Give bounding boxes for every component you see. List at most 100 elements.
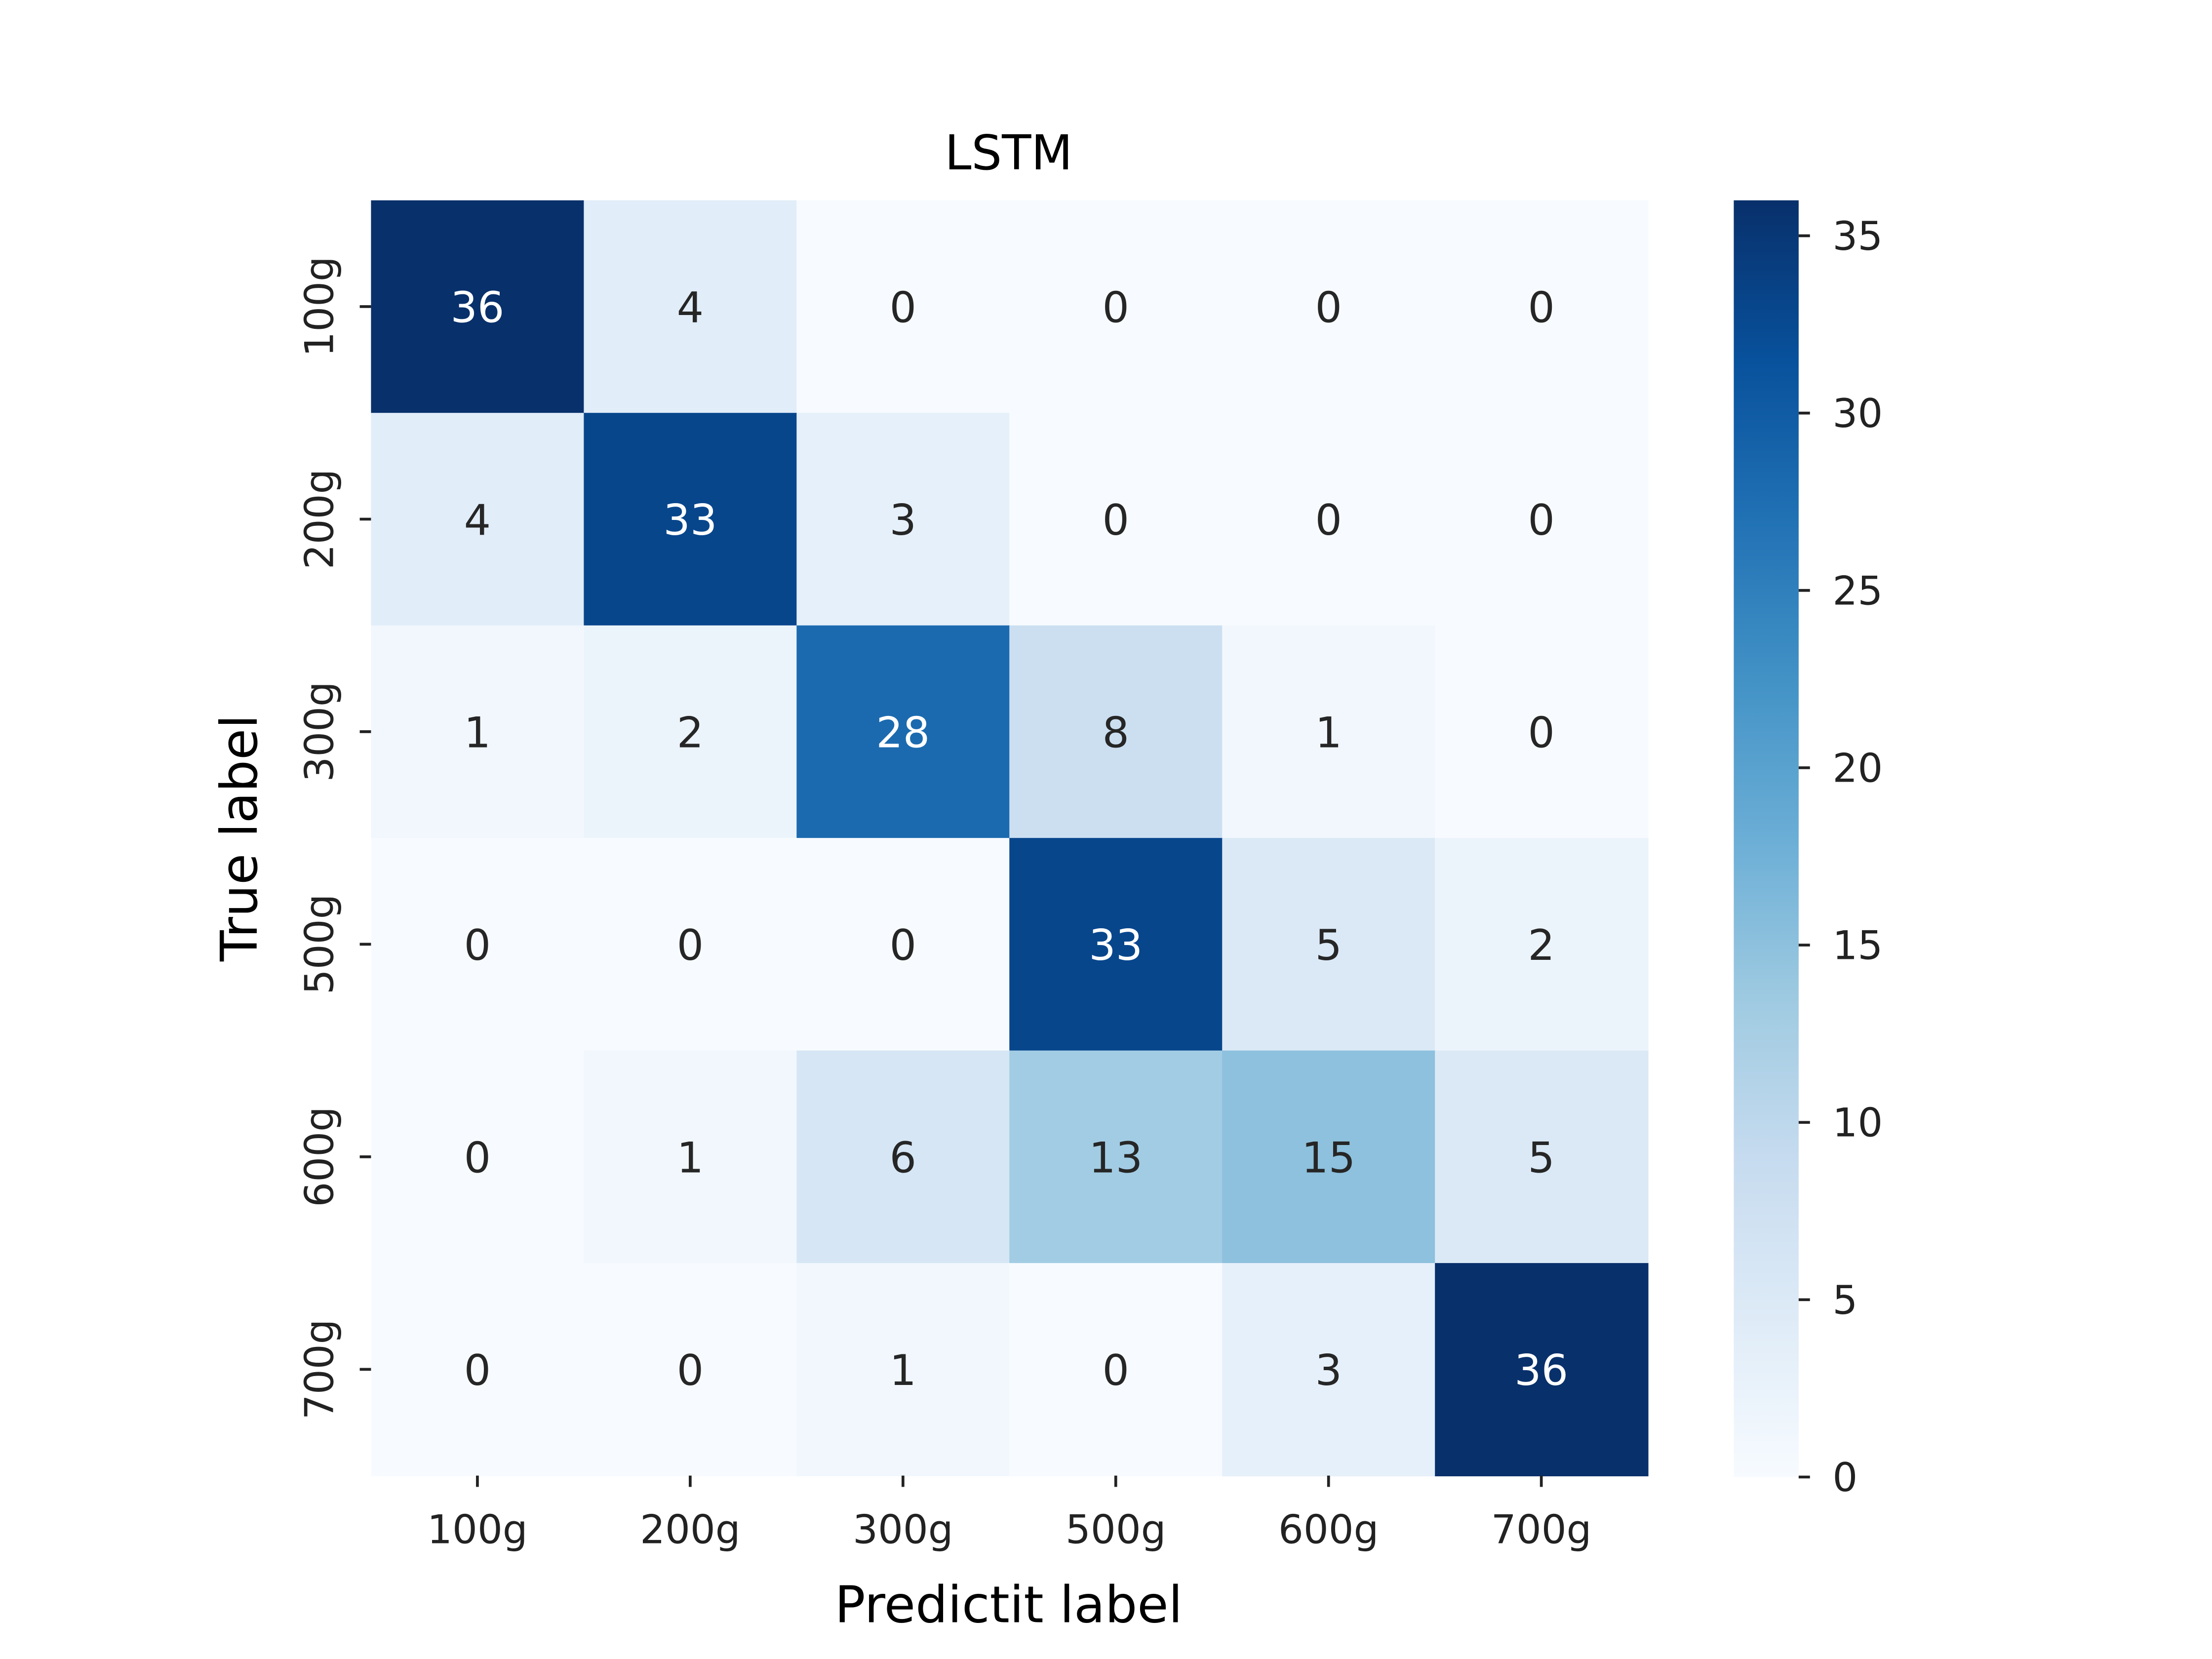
heatmap-cell bbox=[1222, 200, 1436, 414]
x-tick-label: 300g bbox=[853, 1507, 953, 1553]
y-tick-label: 300g bbox=[296, 681, 342, 782]
heatmap-cell bbox=[371, 625, 585, 839]
heatmap-cell bbox=[1435, 413, 1649, 627]
cell-value-label: 0 bbox=[1102, 1346, 1129, 1395]
heatmap-cell bbox=[371, 1050, 585, 1264]
heatmap-cell bbox=[1009, 838, 1223, 1052]
colorbar-tick-label: 0 bbox=[1832, 1455, 1857, 1501]
cell-value-label: 0 bbox=[464, 921, 491, 970]
cell-value-label: 0 bbox=[1528, 708, 1555, 757]
cell-value-label: 0 bbox=[677, 1346, 704, 1395]
heatmap-cell bbox=[584, 413, 797, 627]
cell-value-label: 36 bbox=[1514, 1346, 1568, 1395]
colorbar-tick-label: 20 bbox=[1832, 745, 1883, 791]
heatmap-cell bbox=[1435, 838, 1649, 1052]
heatmap-cell bbox=[1222, 1050, 1436, 1264]
cell-value-label: 33 bbox=[663, 496, 717, 545]
chart-title: LSTM bbox=[945, 125, 1072, 181]
heatmap-cell bbox=[1009, 1263, 1223, 1476]
cell-value-label: 5 bbox=[1528, 1133, 1555, 1183]
cell-value-label: 3 bbox=[1315, 1346, 1342, 1395]
colorbar-tick-label: 35 bbox=[1832, 213, 1883, 259]
cell-value-label: 6 bbox=[890, 1133, 917, 1183]
cell-value-label: 28 bbox=[876, 708, 930, 757]
x-axis-label: Predictit label bbox=[835, 1576, 1183, 1635]
heatmap-cell bbox=[796, 838, 1010, 1052]
heatmap-cell bbox=[1009, 1050, 1223, 1264]
cell-value-label: 36 bbox=[450, 283, 504, 332]
cell-value-label: 3 bbox=[890, 496, 917, 545]
heatmap-cell bbox=[796, 1050, 1010, 1264]
x-tick-label: 500g bbox=[1066, 1507, 1166, 1553]
heatmap-cell bbox=[584, 1050, 797, 1264]
cell-value-label: 2 bbox=[1528, 921, 1555, 970]
y-tick-label: 500g bbox=[296, 894, 342, 994]
heatmap-cell bbox=[796, 413, 1010, 627]
heatmap-cell bbox=[1222, 838, 1436, 1052]
heatmap-cell bbox=[1222, 1263, 1436, 1476]
y-tick-label: 100g bbox=[296, 256, 342, 356]
cell-value-label: 0 bbox=[1102, 496, 1129, 545]
cell-value-label: 13 bbox=[1089, 1133, 1143, 1183]
x-tick-label: 600g bbox=[1278, 1507, 1379, 1553]
heatmap-cell bbox=[1222, 625, 1436, 839]
colorbar-tick-label: 10 bbox=[1832, 1100, 1883, 1146]
heatmap-cell bbox=[371, 413, 585, 627]
colorbar-tick-label: 5 bbox=[1832, 1277, 1857, 1323]
heatmap-cell bbox=[1435, 1263, 1649, 1476]
heatmap-cell bbox=[796, 200, 1010, 414]
cell-value-label: 1 bbox=[1315, 708, 1342, 757]
cell-value-label: 1 bbox=[677, 1133, 704, 1183]
cell-value-label: 2 bbox=[677, 708, 704, 757]
heatmap-cell bbox=[371, 200, 585, 414]
colorbar-ticks: 0 5 10 15 20 25 30 35 bbox=[1798, 213, 1883, 1501]
cell-value-label: 0 bbox=[464, 1133, 491, 1183]
x-tick-label: 100g bbox=[427, 1507, 527, 1553]
heatmap-cell bbox=[796, 625, 1010, 839]
cell-value-label: 1 bbox=[464, 708, 491, 757]
heatmap-cell bbox=[584, 625, 797, 839]
y-axis-label: True label bbox=[210, 714, 269, 962]
x-tick-label: 700g bbox=[1491, 1507, 1591, 1553]
heatmap-cell bbox=[1435, 625, 1649, 839]
cell-value-label: 8 bbox=[1102, 708, 1129, 757]
y-tick-label: 200g bbox=[296, 469, 342, 569]
heatmap-cell bbox=[1435, 1050, 1649, 1264]
heatmap-cell bbox=[584, 200, 797, 414]
x-axis-ticks: 100g 200g 300g 500g 600g 700g bbox=[427, 1475, 1591, 1553]
heatmap-cell bbox=[1222, 413, 1436, 627]
y-axis-ticks: 100g 200g 300g 500g 600g 700g bbox=[296, 256, 371, 1420]
heatmap-cell bbox=[371, 1263, 585, 1476]
y-tick-label: 600g bbox=[296, 1106, 342, 1207]
colorbar bbox=[1734, 200, 1799, 1477]
cell-value-label: 0 bbox=[1528, 283, 1555, 332]
heatmap-cell bbox=[1009, 200, 1223, 414]
cell-value-label: 0 bbox=[890, 921, 917, 970]
cell-value-label: 0 bbox=[677, 921, 704, 970]
cell-value-label: 4 bbox=[464, 496, 491, 545]
cell-value-label: 0 bbox=[1102, 283, 1129, 332]
cell-value-label: 33 bbox=[1089, 921, 1143, 970]
heatmap-cell bbox=[1009, 413, 1223, 627]
colorbar-tick-label: 25 bbox=[1832, 568, 1883, 614]
heatmap-cell bbox=[371, 838, 585, 1052]
cell-value-label: 0 bbox=[890, 283, 917, 332]
heatmap-cell bbox=[1435, 200, 1649, 414]
colorbar-tick-label: 15 bbox=[1832, 923, 1883, 969]
cell-value-label: 0 bbox=[1528, 496, 1555, 545]
cell-value-label: 5 bbox=[1315, 921, 1342, 970]
heatmap-cell bbox=[584, 838, 797, 1052]
heatmap-cell bbox=[584, 1263, 797, 1476]
x-tick-label: 200g bbox=[640, 1507, 740, 1553]
cell-value-label: 0 bbox=[1315, 496, 1342, 545]
heatmap-cell bbox=[796, 1263, 1010, 1476]
heatmap-cell bbox=[1009, 625, 1223, 839]
y-tick-label: 700g bbox=[296, 1319, 342, 1420]
cell-value-label: 4 bbox=[677, 283, 704, 332]
heatmap-cells: 36 4 0 0 0 04 33 3 0 0 01 2 28 8 1 00 0 0 33 5 20 1 6 13 15 50 0 1 0… bbox=[371, 200, 1649, 1476]
cell-value-label: 0 bbox=[464, 1346, 491, 1395]
cell-value-label: 0 bbox=[1315, 283, 1342, 332]
cell-value-label: 1 bbox=[890, 1346, 917, 1395]
colorbar-tick-label: 30 bbox=[1832, 391, 1883, 436]
